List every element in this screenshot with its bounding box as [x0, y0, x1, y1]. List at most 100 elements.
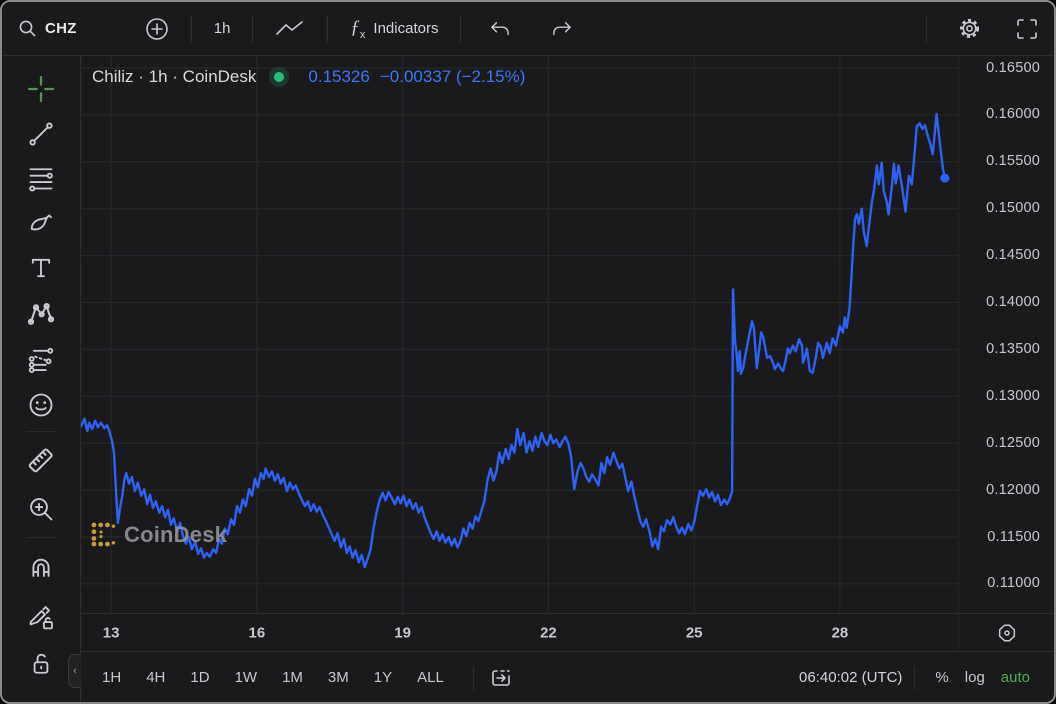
range-button-1y[interactable]: 1Y [373, 669, 393, 686]
price-axis-label: 0.13000 [986, 387, 1040, 404]
indicators-button[interactable]: ƒx Indicators [340, 11, 448, 47]
tool-trend-line[interactable] [22, 115, 60, 153]
price-axis-label: 0.11000 [987, 575, 1040, 592]
sidebar-separator [26, 537, 57, 538]
symbol-label: CHZ [45, 20, 77, 37]
range-button-3m[interactable]: 3M [327, 669, 349, 686]
trend-line-icon [29, 122, 53, 146]
price-axis-label: 0.12000 [986, 481, 1040, 498]
line-chart-style-icon [276, 20, 304, 35]
go-to-date-icon [492, 669, 510, 686]
price-axis-label: 0.15500 [986, 153, 1040, 170]
tool-forecast[interactable] [22, 340, 60, 378]
axis-settings-corner[interactable] [958, 614, 1054, 651]
range-button-1h[interactable]: 1H [102, 669, 122, 686]
chart-pane[interactable]: Chiliz · 1h · CoinDesk 0.15326 −0.00337 … [81, 56, 958, 613]
price-axis-label: 0.11500 [987, 528, 1040, 545]
search-icon [19, 20, 36, 37]
fullscreen-button[interactable] [1006, 12, 1040, 46]
time-axis-label: 25 [685, 624, 703, 641]
indicators-label: Indicators [373, 19, 439, 37]
time-axis-labels: 13 16 19 22 25 28 [81, 614, 958, 651]
top-toolbar: CHZ 1h ƒx Indicators [2, 2, 1054, 56]
magnet-icon [32, 558, 50, 577]
range-button-1m[interactable]: 1M [282, 669, 303, 686]
watermark-text: CoinDesk [124, 521, 228, 547]
redo-icon [553, 21, 572, 35]
time-axis-label: 13 [102, 624, 120, 641]
time-axis-label: 16 [248, 624, 266, 641]
range-button-1w[interactable]: 1W [234, 669, 258, 686]
app-body: ‹ Chiliz · 1h · CoinDesk 0.15326 −0.0033… [2, 56, 1054, 704]
price-axis-label: 0.14500 [986, 247, 1040, 264]
forecast-icon [28, 347, 54, 373]
auto-scale-button[interactable]: auto [1000, 669, 1030, 686]
range-button-1d[interactable]: 1D [190, 669, 210, 686]
legend-change: −0.00337 (−2.15%) [379, 67, 526, 86]
interval-label: 1h [213, 20, 231, 37]
market-status-dot [274, 72, 285, 82]
sidebar-collapse-handle[interactable]: ‹ [68, 654, 81, 688]
chart-legend[interactable]: Chiliz · 1h · CoinDesk 0.15326 −0.00337 … [92, 67, 525, 87]
fullscreen-icon [1017, 18, 1037, 39]
bottombar-separator [914, 665, 916, 690]
price-line-chart [81, 56, 958, 613]
pencil-lock-icon [29, 606, 53, 630]
price-axis-label: 0.14000 [986, 294, 1040, 310]
ruler-icon [28, 448, 53, 473]
symbol-search-button[interactable]: CHZ [16, 13, 87, 44]
toolbar-separator [926, 15, 927, 42]
price-axis-label: 0.12500 [986, 434, 1040, 451]
range-selector: 1H 4H 1D 1W 1M 3M 1Y ALL [96, 664, 463, 691]
tool-crosshair[interactable] [22, 70, 60, 108]
legend-last-price: 0.15326 [308, 67, 370, 86]
fib-retracement-icon [29, 168, 53, 192]
tool-xabcd-pattern[interactable] [22, 294, 60, 332]
log-scale-button[interactable]: log [964, 669, 985, 686]
goto-date-button[interactable] [484, 662, 518, 694]
chart-style-button[interactable] [265, 13, 315, 45]
interval-button[interactable]: 1h [204, 14, 241, 43]
redo-button[interactable] [541, 14, 583, 44]
xabcd-pattern-icon [27, 303, 55, 325]
bottombar-separator [472, 665, 474, 690]
tool-zoom-in[interactable] [22, 490, 60, 528]
tool-ruler[interactable] [22, 443, 60, 481]
coindesk-logo-icon [91, 522, 116, 547]
price-axis-label: 0.16000 [986, 106, 1040, 123]
chart-row: Chiliz · 1h · CoinDesk 0.15326 −0.00337 … [81, 56, 1054, 613]
sidebar-separator [26, 431, 57, 432]
clock[interactable]: 06:40:02 (UTC) [799, 669, 903, 686]
tool-drawing-mode-lock[interactable] [22, 599, 60, 637]
settings-button[interactable] [947, 10, 992, 47]
toolbar-separator [327, 15, 329, 42]
collapse-chevron-icon: ‹ [73, 665, 77, 677]
tool-brush[interactable] [22, 204, 60, 242]
time-axis[interactable]: 13 16 19 22 25 28 [81, 613, 1054, 651]
tool-magnet[interactable] [22, 550, 60, 588]
bottom-toolbar: 1H 4H 1D 1W 1M 3M 1Y ALL 06:40:02 (UTC) % log a… [81, 651, 1054, 702]
drawing-toolbar: ‹ [2, 56, 81, 704]
tool-fib-retracement[interactable] [22, 159, 60, 197]
fx-icon: ƒx [350, 16, 366, 41]
tool-hide-drawings[interactable] [22, 690, 60, 704]
time-axis-label: 19 [394, 624, 411, 641]
tool-lock-all-drawings[interactable] [22, 645, 60, 683]
price-axis[interactable]: 0.16500 0.16000 0.15500 0.15000 0.14500 0.140… [958, 56, 1054, 613]
percent-scale-button[interactable]: % [935, 669, 949, 686]
range-button-4h[interactable]: 4H [146, 669, 166, 686]
chart-main: Chiliz · 1h · CoinDesk 0.15326 −0.00337 … [81, 56, 1054, 702]
toolbar-separator [190, 15, 192, 42]
tool-emoji[interactable] [22, 386, 60, 424]
price-axis-label: 0.15000 [986, 200, 1040, 217]
price-axis-label: 0.13500 [986, 340, 1040, 357]
range-button-all[interactable]: ALL [417, 669, 444, 686]
undo-button[interactable] [479, 14, 521, 44]
toolbar-separator [252, 15, 254, 42]
tool-text[interactable] [22, 249, 60, 287]
emoji-icon [29, 393, 53, 417]
legend-title: Chiliz · 1h · CoinDesk [92, 67, 257, 86]
compare-add-button[interactable] [135, 11, 179, 47]
partial-circle-icon [27, 695, 55, 704]
